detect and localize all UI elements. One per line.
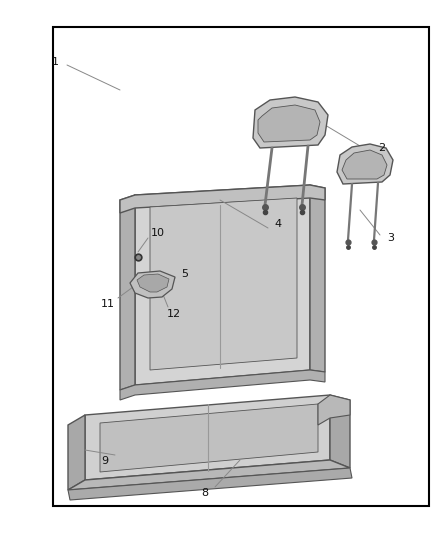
Polygon shape — [337, 144, 393, 184]
Polygon shape — [68, 460, 350, 490]
Polygon shape — [342, 150, 387, 179]
Text: 8: 8 — [201, 488, 208, 498]
Polygon shape — [68, 415, 85, 490]
Polygon shape — [135, 185, 310, 385]
Bar — [53, 27, 429, 506]
Polygon shape — [85, 395, 330, 480]
Polygon shape — [100, 404, 318, 472]
Polygon shape — [120, 185, 325, 213]
Polygon shape — [120, 370, 325, 400]
Text: 2: 2 — [378, 143, 385, 153]
Polygon shape — [310, 185, 325, 372]
Polygon shape — [330, 395, 350, 468]
Polygon shape — [137, 274, 169, 292]
Polygon shape — [68, 468, 352, 500]
Text: 1: 1 — [52, 57, 59, 67]
Polygon shape — [130, 271, 175, 298]
Polygon shape — [258, 105, 320, 142]
Text: 9: 9 — [102, 456, 109, 466]
Polygon shape — [253, 97, 328, 148]
Text: 10: 10 — [151, 228, 165, 238]
Text: 5: 5 — [181, 269, 188, 279]
Text: 12: 12 — [167, 309, 181, 319]
Polygon shape — [318, 395, 350, 425]
Text: 3: 3 — [388, 233, 395, 243]
Polygon shape — [150, 198, 297, 370]
Text: 4: 4 — [275, 219, 282, 229]
Polygon shape — [120, 195, 135, 390]
Text: 11: 11 — [101, 299, 115, 309]
